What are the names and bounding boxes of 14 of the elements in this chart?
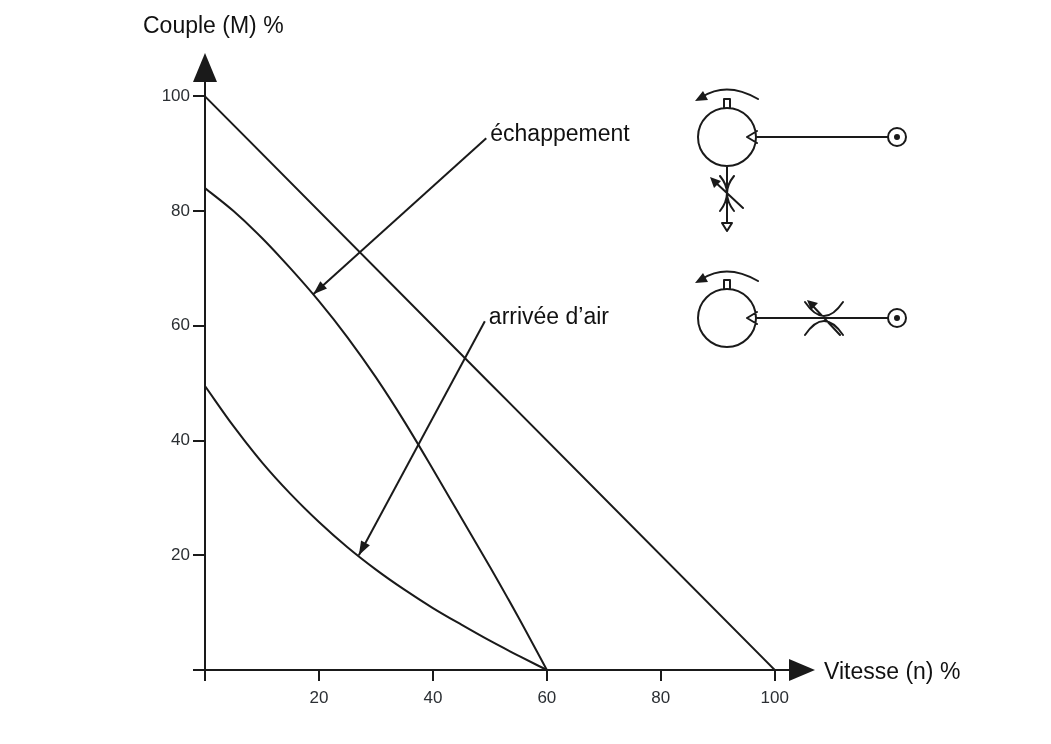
x-tick-label: 20 xyxy=(309,687,329,707)
y-tick-label: 80 xyxy=(171,200,190,220)
annotation: échappement xyxy=(490,119,631,146)
y-tick-label: 60 xyxy=(171,315,190,335)
x-tick-label: 100 xyxy=(760,687,789,707)
y-tick-label: 100 xyxy=(161,86,190,106)
x-tick-label: 40 xyxy=(423,687,443,707)
y-tick-label: 20 xyxy=(171,544,190,564)
x-axis-title: Vitesse (n) % xyxy=(824,658,961,685)
y-tick-label: 40 xyxy=(171,430,190,450)
x-tick-label: 80 xyxy=(651,687,671,707)
annotation: arrivée d’air xyxy=(488,302,610,329)
y-axis-title: Couple (M) % xyxy=(143,12,284,39)
x-tick-label: 60 xyxy=(537,687,557,707)
